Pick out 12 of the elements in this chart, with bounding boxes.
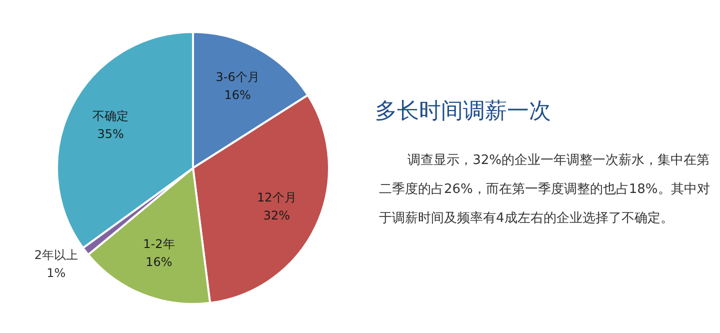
slice-label: 12个月 [257, 190, 296, 204]
slice-label: 2年以上 [34, 248, 78, 262]
data-label: 35% [97, 127, 124, 142]
data-label: 16% [224, 88, 251, 102]
slice-label: 3-6个月 [216, 70, 260, 84]
text: 多长时间调薪一次 [375, 98, 552, 126]
slice-label: 1-2年 [143, 237, 175, 252]
slice-label: 不确定 [92, 109, 129, 124]
data-label: 1% [46, 266, 66, 280]
data-label: 16% [146, 255, 172, 270]
data-label: 32% [263, 208, 290, 222]
text: 调查显示，32%的企业一年调整一次薪水，集中在第二季度的占26%，而在第一季度调整的也占18%。其中对于调薪时间及频率有4成左右的企业选择了不确定。 [378, 152, 711, 228]
